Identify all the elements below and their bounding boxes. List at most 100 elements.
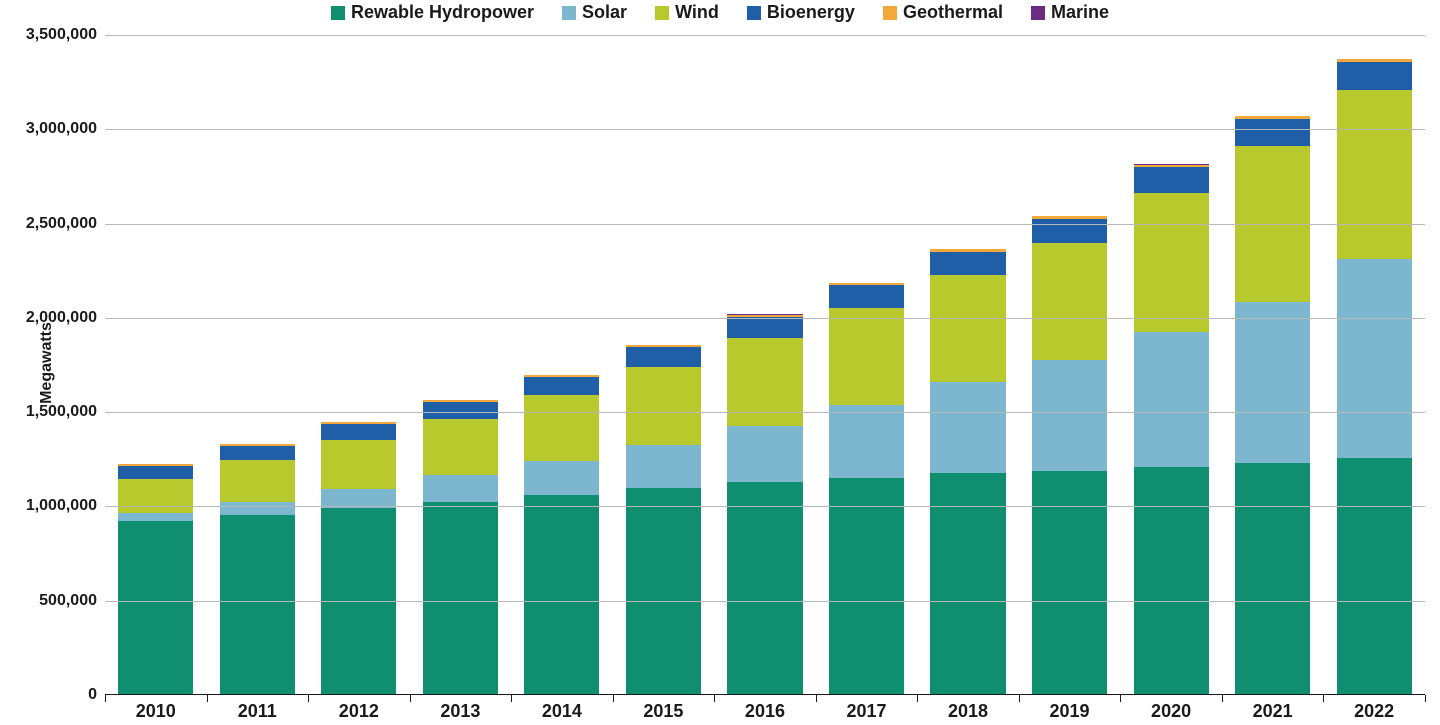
y-tick-label: 3,500,000 [26,26,105,44]
bars-container: 2010201120122013201420152016201720182019… [105,35,1425,695]
bar-slot: 2014 [511,35,613,695]
renewable-capacity-chart: Rewable Hydropower Solar Wind Bioenergy Geot… [0,0,1440,725]
x-tick-label: 2016 [745,695,785,722]
y-tick-label: 2,000,000 [26,309,105,327]
bar-2010 [118,464,193,695]
x-tick [1425,695,1426,702]
bar-2015 [626,345,701,695]
segment-wind [626,367,701,445]
segment-wind [1032,243,1107,360]
segment-hydro [524,495,599,695]
bar-2012 [321,422,396,695]
segment-wind [220,460,295,501]
segment-solar [524,461,599,495]
segment-wind [118,479,193,513]
bar-slot: 2010 [105,35,207,695]
segment-bioenergy [930,252,1005,276]
segment-hydro [423,502,498,695]
legend-item-geothermal: Geothermal [883,2,1003,23]
y-tick-label: 0 [88,686,105,704]
segment-hydro [118,521,193,695]
x-tick [1222,695,1223,702]
legend-swatch [883,6,897,20]
legend-swatch [747,6,761,20]
segment-solar [1134,332,1209,467]
segment-solar [930,382,1005,473]
legend-swatch [1031,6,1045,20]
segment-hydro [727,482,802,695]
bar-2022 [1337,59,1412,696]
bar-2018 [930,249,1005,695]
bar-slot: 2015 [613,35,715,695]
legend-label: Solar [582,2,627,23]
x-tick [308,695,309,702]
grid-line [105,601,1425,602]
segment-hydro [1134,467,1209,695]
legend-label: Marine [1051,2,1109,23]
x-tick [207,695,208,702]
segment-wind [829,308,904,405]
segment-solar [829,405,904,479]
x-tick [1019,695,1020,702]
grid-line [105,506,1425,507]
x-tick [511,695,512,702]
segment-wind [930,275,1005,382]
bar-slot: 2019 [1019,35,1121,695]
segment-bioenergy [220,446,295,461]
y-tick-label: 3,000,000 [26,120,105,138]
bar-2020 [1134,164,1209,695]
grid-line [105,129,1425,130]
bar-slot: 2018 [917,35,1019,695]
x-tick-label: 2022 [1354,695,1394,722]
segment-bioenergy [524,377,599,395]
grid-line [105,224,1425,225]
plot-area: 2010201120122013201420152016201720182019… [105,35,1425,695]
segment-solar [1337,259,1412,458]
segment-wind [321,440,396,490]
legend-item-wind: Wind [655,2,719,23]
x-tick-label: 2010 [136,695,176,722]
x-tick [105,695,106,702]
segment-hydro [626,488,701,695]
segment-solar [626,445,701,487]
x-tick-label: 2019 [1050,695,1090,722]
y-tick-label: 2,500,000 [26,215,105,233]
segment-solar [727,426,802,482]
x-tick-label: 2013 [440,695,480,722]
bar-2019 [1032,216,1107,695]
x-tick-label: 2015 [643,695,683,722]
y-tick-label: 1,500,000 [26,403,105,421]
segment-bioenergy [626,347,701,367]
segment-solar [1235,302,1310,463]
legend-item-bioenergy: Bioenergy [747,2,855,23]
segment-solar [1032,360,1107,470]
segment-hydro [220,515,295,695]
x-tick-label: 2021 [1253,695,1293,722]
bar-slot: 2011 [207,35,309,695]
segment-hydro [1337,458,1412,695]
segment-bioenergy [1134,167,1209,193]
x-tick [714,695,715,702]
bar-2013 [423,400,498,695]
bar-2017 [829,283,904,695]
legend-item-hydro: Rewable Hydropower [331,2,534,23]
bar-2011 [220,444,295,695]
x-tick [1323,695,1324,702]
bar-slot: 2022 [1323,35,1425,695]
segment-bioenergy [1235,119,1310,146]
segment-solar [118,513,193,521]
x-tick-label: 2018 [948,695,988,722]
segment-bioenergy [829,285,904,307]
segment-solar [423,475,498,501]
bar-slot: 2013 [410,35,512,695]
segment-wind [1134,193,1209,332]
x-tick-label: 2014 [542,695,582,722]
x-tick [1120,695,1121,702]
segment-wind [524,395,599,461]
segment-bioenergy [727,317,802,338]
segment-solar [220,502,295,515]
bar-2016 [727,314,802,695]
segment-bioenergy [1337,62,1412,90]
x-tick-label: 2017 [846,695,886,722]
segment-hydro [1235,463,1310,695]
